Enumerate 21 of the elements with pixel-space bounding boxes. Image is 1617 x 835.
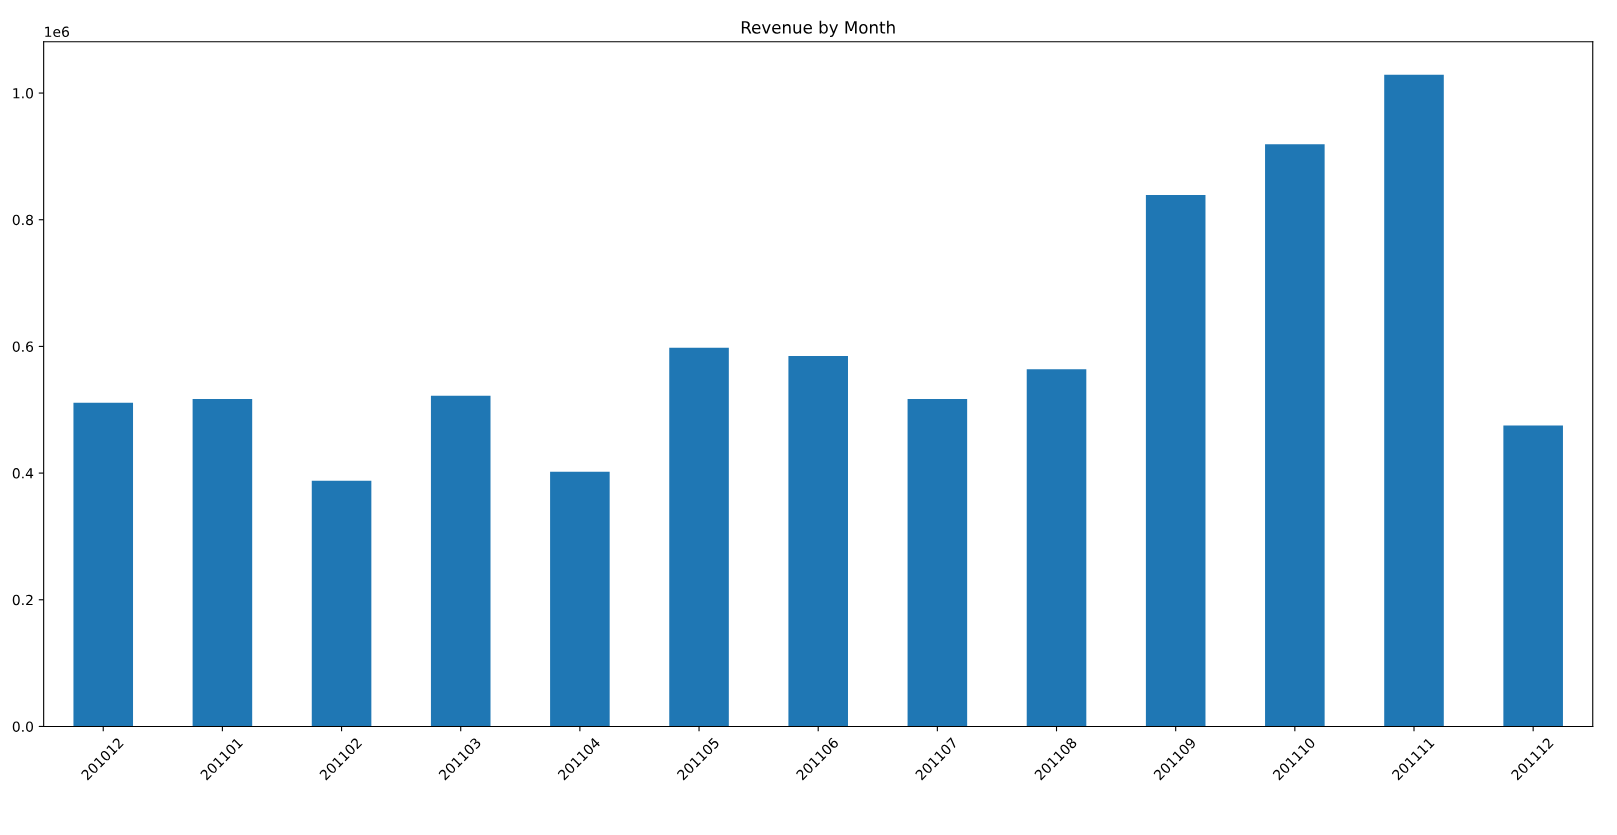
y-tick-label: 0.4 [12, 468, 34, 479]
y-tick-label: 0.2 [12, 594, 33, 606]
bar [1145, 195, 1206, 727]
y-tick-label: 1.0 [13, 88, 34, 99]
bar [1503, 425, 1563, 727]
bar [907, 398, 968, 727]
bar [1384, 74, 1444, 727]
bar [1026, 369, 1087, 727]
bar [311, 480, 372, 727]
text: 1e6 [45, 26, 69, 37]
bar [1265, 144, 1325, 727]
y-tick-label: 0.6 [12, 341, 34, 352]
chart-title: Revenue by Month [741, 20, 895, 37]
y-tick-label: 0.8 [12, 214, 33, 226]
bar [192, 398, 253, 727]
bar [669, 347, 729, 727]
bar [788, 355, 848, 727]
bar [550, 471, 610, 727]
bar [73, 402, 134, 727]
y-tick-label: 0.0 [12, 721, 34, 732]
bar [430, 395, 491, 727]
